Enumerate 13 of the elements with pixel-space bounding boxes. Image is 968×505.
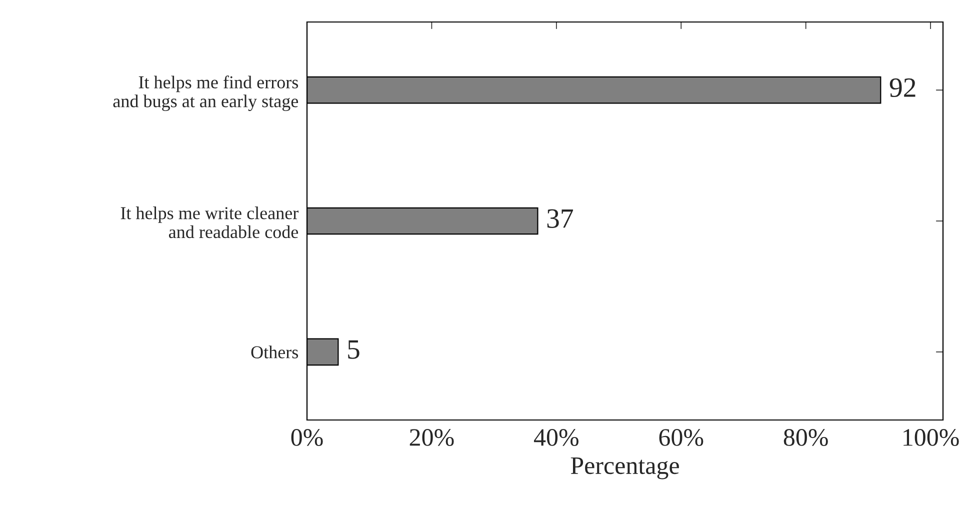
x-tick-label: 80% <box>784 429 828 446</box>
y-tick-label: It helps me find errors and bugs at an early stage <box>113 76 298 112</box>
data-label: 37 <box>547 209 574 228</box>
data-label: 92 <box>890 78 916 98</box>
x-tick-label: 20% <box>410 429 454 446</box>
x-tick-label: 100% <box>904 429 959 446</box>
x-tick-label: 40% <box>534 429 578 446</box>
y-tick-label: Others <box>251 346 298 358</box>
y-tick-label: It helps me write cleaner and readable code <box>120 206 299 238</box>
x-tick-label: 60% <box>659 429 704 446</box>
x-axis-title: Percentage <box>570 457 679 480</box>
data-label: 5 <box>348 340 360 359</box>
x-tick-label: 0% <box>291 429 323 446</box>
